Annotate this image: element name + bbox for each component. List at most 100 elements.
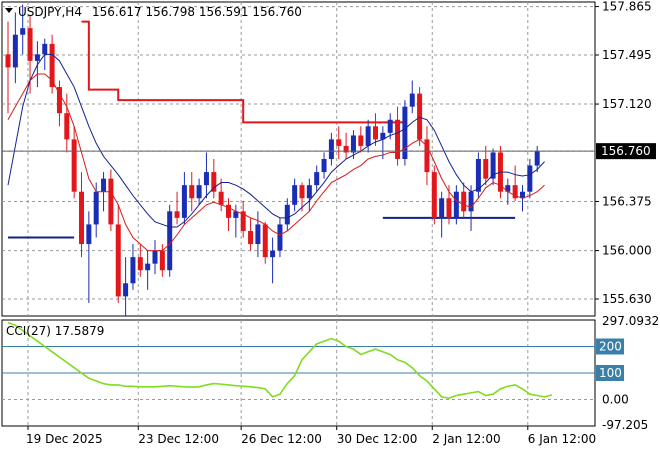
candle-body (79, 191, 84, 245)
time-tick-label: 6 Jan 12:00 (528, 432, 596, 446)
cci-level-tag (596, 365, 624, 381)
price-tick-label: 156.375 (602, 195, 652, 209)
candle-body (461, 191, 467, 212)
candle-body (5, 54, 11, 68)
candle-body (203, 172, 209, 186)
candle-body (417, 93, 423, 140)
candle-body (189, 185, 195, 199)
candle-body (336, 139, 342, 146)
candle-body (20, 28, 26, 35)
candle-body (27, 28, 33, 61)
cci-axis: 297.0932 200 100 0.00 -97.205 (596, 314, 659, 432)
time-tick-label: 23 Dec 12:00 (138, 432, 219, 446)
candle-body (424, 139, 430, 173)
candle-body (12, 34, 18, 68)
candle-body (218, 191, 224, 205)
candle-body (152, 250, 158, 264)
candle-body (277, 224, 283, 251)
candle-body (534, 151, 540, 166)
candle-body (402, 106, 408, 159)
candle-body (101, 178, 107, 192)
cci-scale-label: 100 (599, 366, 622, 380)
candle-body (520, 191, 525, 199)
time-tick-label: 2 Jan 12:00 (432, 432, 500, 446)
candle-body (468, 191, 474, 212)
candle-body (365, 126, 371, 146)
cci-line (7, 321, 553, 400)
candle-body (505, 185, 511, 192)
candle-body (137, 257, 143, 271)
stepline-path (81, 20, 405, 124)
current-price-tag (596, 143, 656, 160)
candle-body (395, 119, 401, 159)
candle-body (86, 224, 92, 245)
symbol-label: USDJPY,H4 (18, 5, 82, 19)
candle-body (240, 211, 246, 231)
candlestick-series (5, 4, 540, 316)
candle-body (262, 224, 268, 258)
cci-scale-label: 200 (599, 340, 622, 354)
candle-body (483, 159, 489, 179)
candle-body (108, 178, 114, 225)
cci-scale-label: 0.00 (602, 393, 629, 407)
candle-body (350, 135, 356, 153)
candle-body (64, 113, 70, 140)
price-tick-label: 157.120 (602, 97, 652, 111)
cci-label: CCI(27) 17.5879 (6, 324, 104, 338)
candle-body (512, 185, 518, 199)
candle-body (439, 198, 445, 218)
ma-fast-line (7, 73, 545, 252)
candle-body (453, 191, 459, 218)
price-tick-label: 156.000 (602, 244, 652, 258)
time-tick-label: 19 Dec 2025 (26, 432, 103, 446)
candle-body (42, 43, 48, 55)
price-pane-frame (1, 1, 596, 317)
candle-body (299, 185, 305, 199)
cci-grid (2, 320, 595, 426)
cci-levels (2, 346, 595, 374)
candle-body (373, 126, 378, 140)
moving-averages (7, 53, 545, 252)
candle-body (167, 211, 173, 271)
step-line (81, 20, 405, 124)
candle-body (56, 87, 62, 114)
candle-body (380, 132, 386, 140)
candle-body (328, 139, 334, 159)
candle-body (34, 54, 40, 61)
candle-body (93, 191, 99, 225)
candle-body (248, 230, 254, 245)
candle-body (174, 211, 180, 218)
candle-body (115, 224, 121, 297)
time-tick-label: 26 Dec 12:00 (241, 432, 322, 446)
candle-body (306, 185, 312, 199)
candle-body (159, 250, 165, 271)
price-tick-label: 157.865 (602, 0, 652, 14)
candle-body (181, 185, 187, 218)
candle-body (446, 198, 452, 218)
candle-body (270, 250, 276, 258)
candle-body (527, 165, 533, 192)
candle-body (71, 139, 77, 192)
cci-level-tag (596, 338, 624, 355)
candle-body (387, 119, 393, 133)
time-axis: 19 Dec 2025 23 Dec 12:00 26 Dec 12:00 30 De… (26, 426, 596, 446)
current-price-label: 156.760 (601, 144, 651, 158)
candle-body (475, 159, 481, 192)
ohlc-readout: 156.617 156.798 156.591 156.760 (92, 5, 302, 19)
candle-body (226, 204, 231, 218)
price-tick-label: 157.495 (602, 48, 652, 62)
candle-body (255, 224, 261, 245)
dropdown-triangle-icon[interactable] (5, 8, 13, 13)
price-tick-label: 155.630 (602, 292, 652, 306)
candle-body (284, 204, 290, 225)
candle-body (233, 211, 239, 218)
candle-body (358, 135, 364, 146)
candle-body (409, 93, 415, 107)
candle-body (314, 172, 320, 186)
candle-body (490, 152, 496, 179)
price-grid (2, 2, 595, 316)
candle-body (321, 159, 327, 173)
candle-body (196, 185, 202, 199)
